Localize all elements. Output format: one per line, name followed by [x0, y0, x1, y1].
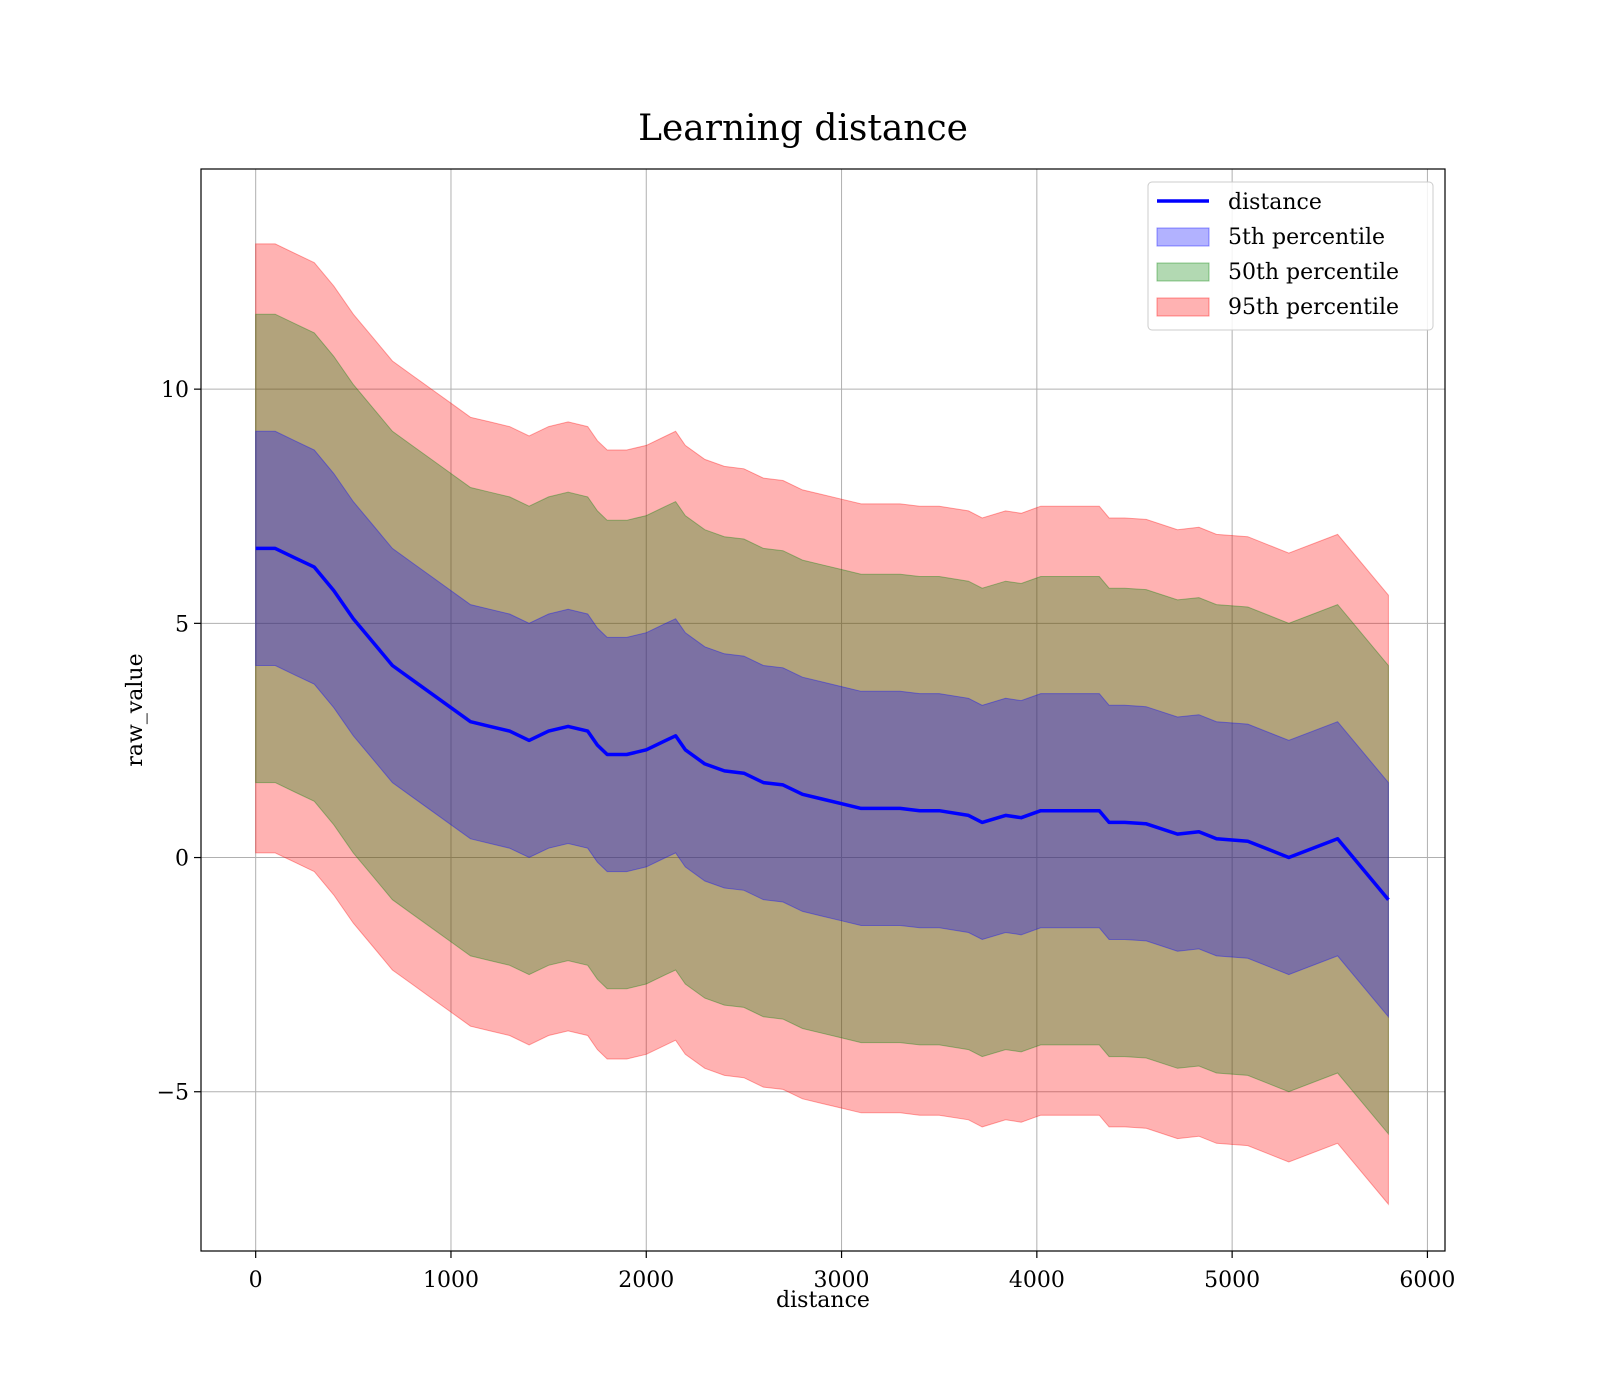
x-tick-label-1: 1000 [423, 1268, 479, 1293]
legend-box [1147, 181, 1434, 331]
band-50th-percentile [255, 313, 1389, 1136]
plot-frame [200, 168, 1446, 1252]
legend-label-distance: distance [1228, 190, 1322, 215]
x-axis-ticks: 0 1000 2000 3000 4000 5000 6000 [249, 1251, 1455, 1293]
x-tick-label-3: 3000 [814, 1268, 870, 1293]
x-tick-label-2: 2000 [618, 1268, 674, 1293]
x-tick-label-5: 5000 [1204, 1268, 1260, 1293]
y-tick-label-3: 10 [161, 378, 189, 403]
y-axis-label: raw_value [123, 653, 148, 766]
legend-label-5th: 5th percentile [1228, 225, 1385, 250]
legend-swatch-5th [1156, 227, 1210, 247]
band-95th-percentile [255, 243, 1389, 1206]
legend-label-95th: 95th percentile [1228, 295, 1399, 320]
legend: distance 5th percentile 50th percentile … [1147, 181, 1434, 331]
x-tick-label-4: 4000 [1009, 1268, 1065, 1293]
chart-title: Learning distance [638, 108, 968, 149]
percentile-bands [255, 243, 1389, 1206]
x-tick-label-6: 6000 [1399, 1268, 1455, 1293]
y-tick-label-1: 0 [175, 847, 189, 872]
band-5th-percentile [255, 430, 1389, 1019]
distance-series [255, 546, 1390, 901]
y-axis-ticks: −5 0 5 10 [157, 378, 201, 1106]
legend-label-50th: 50th percentile [1228, 260, 1399, 285]
y-tick-label-0: −5 [157, 1081, 189, 1106]
y-tick-label-2: 5 [175, 612, 189, 637]
legend-swatch-95th [1156, 297, 1210, 317]
x-axis-label: distance [776, 1288, 870, 1313]
distance-line [255, 546, 1390, 901]
x-tick-label-0: 0 [249, 1268, 263, 1293]
grid-lines [201, 169, 1445, 1251]
legend-swatch-50th [1156, 262, 1210, 282]
